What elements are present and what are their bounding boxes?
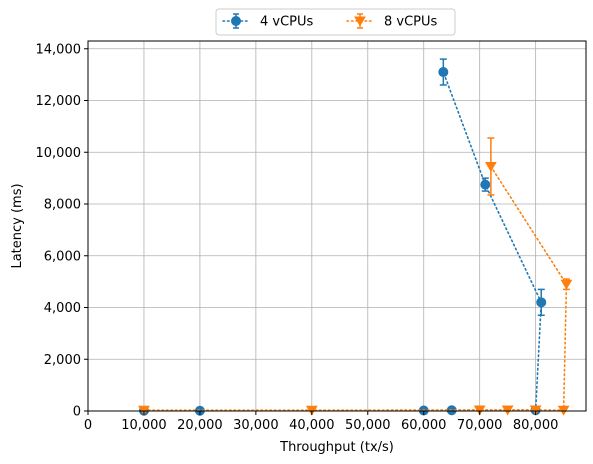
x-tick-label: 50,000	[345, 418, 391, 433]
data-point	[557, 405, 570, 416]
data-point	[305, 405, 318, 416]
x-tick-label: 70,000	[457, 418, 503, 433]
y-tick-label: 0	[73, 405, 81, 420]
series-8-vcpus	[138, 137, 573, 416]
series-4-vcpus	[138, 58, 547, 416]
y-tick-label: 2,000	[44, 353, 81, 368]
data-point	[480, 179, 491, 190]
legend-item-4-vcpus: 4 vCPUs	[222, 13, 314, 30]
x-tick-label: 0	[84, 418, 92, 433]
data-point	[438, 67, 449, 78]
x-tick-label: 40,000	[289, 418, 335, 433]
x-tick-label: 30,000	[233, 418, 279, 433]
legend-label: 4 vCPUs	[260, 15, 314, 30]
legend-marker	[354, 16, 366, 27]
x-tick-label: 60,000	[401, 418, 447, 433]
legend: 4 vCPUs 8 vCPUs	[215, 8, 456, 36]
y-tick-label: 6,000	[44, 249, 81, 264]
y-tick-label: 4,000	[44, 301, 81, 316]
series-line	[143, 71, 543, 412]
data-point	[501, 405, 514, 416]
data-point	[529, 405, 542, 416]
legend-label: 8 vCPUs	[384, 15, 438, 30]
data-point	[485, 161, 497, 172]
x-tick-label: 80,000	[513, 418, 559, 433]
data-point	[536, 297, 547, 308]
legend-items: 4 vCPUs 8 vCPUs	[222, 13, 438, 30]
legend-box	[215, 8, 456, 36]
x-tick-label: 10,000	[121, 418, 167, 433]
y-tick-label: 10,000	[36, 146, 82, 161]
data-point	[560, 279, 573, 290]
data-point	[473, 405, 486, 416]
data-point	[138, 405, 150, 416]
y-tick-label: 12,000	[36, 94, 82, 109]
series-line	[143, 165, 568, 412]
y-tick-label: 14,000	[36, 42, 82, 57]
legend-marker	[231, 16, 241, 26]
legend-item-8-vcpus: 8 vCPUs	[346, 13, 438, 30]
x-tick-label: 20,000	[177, 418, 223, 433]
y-axis-label: Latency (ms)	[10, 183, 25, 268]
y-tick-label: 8,000	[44, 198, 81, 213]
grid-lines	[87, 41, 586, 412]
x-axis-label: Throughput (tx/s)	[279, 440, 394, 455]
plot-frame	[87, 40, 587, 412]
series-layer	[138, 58, 573, 416]
axis-ticks: 0 10,000 20,000 30,000 40,000 50,000 60,000 70,…	[36, 42, 559, 433]
